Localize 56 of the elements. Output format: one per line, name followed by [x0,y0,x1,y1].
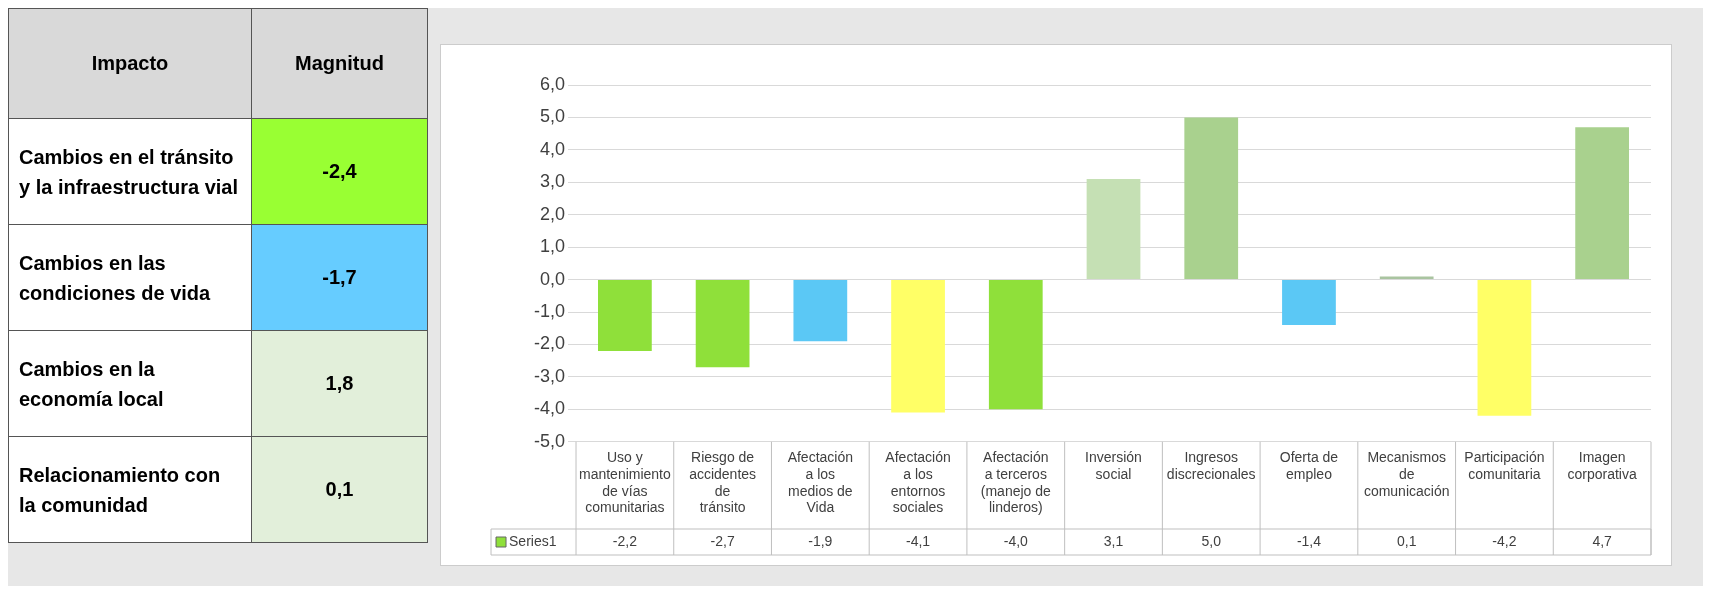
x-tick-label: Uso y mantenimiento de vías comunitarias [578,449,672,516]
bar [695,280,750,368]
legend-label: Series1 [509,532,557,549]
data-label: -4,0 [1003,532,1029,549]
category-label: Cambios en la economía local [8,330,252,437]
x-tick-label: Afectación a los entornos sociales [885,449,951,516]
data-label: -2,7 [710,532,735,549]
y-tick-label: -4,0 [533,398,566,419]
bar [988,280,1043,410]
data-label: 1,8 [251,330,428,437]
y-tick-label: -5,0 [533,430,566,451]
y-tick-label: 2,0 [539,203,566,224]
y-tick-label: 6,0 [539,73,566,94]
data-label: 0,1 [251,436,428,543]
data-label: -2,2 [612,532,638,549]
y-tick-label: 4,0 [539,138,566,159]
x-tick-label: Mecanismos de comunicación [1363,449,1450,499]
category-label: Relacionamiento con la comunidad [8,436,252,543]
data-label: -1,4 [1296,532,1322,549]
data-label: -2,4 [251,118,428,225]
category-label: Cambios en el tránsito y la infraestructura vial [8,118,252,225]
bar [1379,276,1434,280]
x-tick-label: Oferta de empleo [1279,449,1339,482]
text: Magnitud [251,8,428,119]
y-tick-label: 1,0 [539,236,566,257]
data-label: 4,7 [1592,532,1613,549]
bar [1575,127,1630,280]
x-tick-label: Afectación a terceros (manejo de linderos) [980,449,1052,516]
y-tick-label: 3,0 [539,171,566,192]
bar [1282,280,1336,326]
bar [1086,179,1141,280]
x-tick-label: Participación comunitaria [1464,449,1545,482]
data-label: -4,2 [1492,532,1517,549]
bar [793,280,848,342]
data-label: 0,1 [1396,532,1417,549]
x-tick-label: Riesgo de accidentes de tránsito [689,449,757,516]
data-label: -4,1 [905,532,931,549]
y-tick-label: -2,0 [533,333,566,354]
y-tick-label: -1,0 [533,301,566,322]
y-tick-label: 0,0 [539,268,566,289]
y-tick-label: -3,0 [533,365,566,386]
bar [598,280,652,351]
data-label: -1,9 [808,532,833,549]
bar [1477,280,1532,416]
x-tick-label: Imagen corporativa [1567,449,1637,482]
x-tick-label: Ingresos discrecionales [1166,449,1256,482]
x-tick-label: Afectación a los medios de Vida [787,449,854,516]
text: Impacto [8,8,252,119]
data-label: -1,7 [251,224,428,331]
bar [891,280,945,413]
x-tick-label: Inversión social [1085,449,1142,482]
data-label: 5,0 [1201,532,1222,549]
bar [1184,117,1239,280]
data-label: 3,1 [1103,532,1124,549]
y-tick-label: 5,0 [539,106,566,127]
category-label: Cambios en las condiciones de vida [8,224,252,331]
